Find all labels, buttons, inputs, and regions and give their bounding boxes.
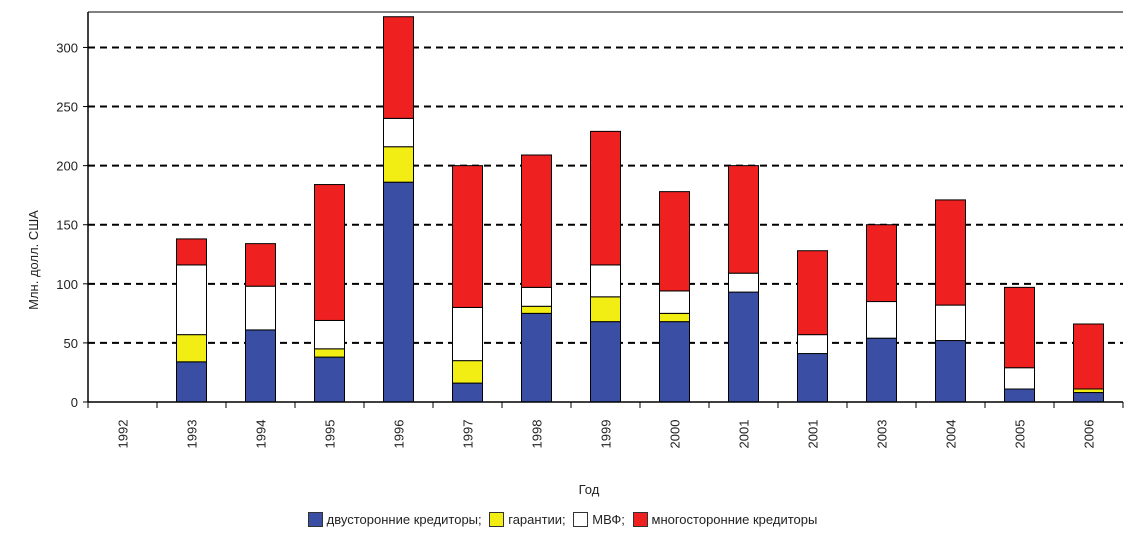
legend-item-multilateral: многосторонние кредиторы <box>632 512 818 527</box>
bar-segment <box>521 154 552 288</box>
legend-label: многосторонние кредиторы <box>651 512 818 527</box>
bar-segment <box>728 291 759 403</box>
bar-segment <box>383 146 414 183</box>
legend-label: гарантии; <box>508 512 566 527</box>
bar-segment <box>590 321 621 403</box>
bar-segment <box>659 312 690 323</box>
bar-segment <box>935 304 966 342</box>
bar-segment <box>1073 388 1104 394</box>
x-tick-label: 1992 <box>116 420 131 449</box>
y-tick-labels: 0 50 100 150 200 250 300 <box>56 40 78 410</box>
y-tick-label: 0 <box>71 395 78 410</box>
bar-segment <box>245 243 276 287</box>
x-tick-label: 1993 <box>185 420 200 449</box>
bar-segment <box>590 264 621 298</box>
x-tick-label: 2003 <box>875 420 890 449</box>
y-tick-label: 150 <box>56 218 78 233</box>
bar-segment <box>659 321 690 403</box>
legend: двусторонние кредиторы; гарантии; МВФ; м… <box>0 512 1125 527</box>
bar-segment <box>935 340 966 403</box>
legend-swatch <box>573 512 589 527</box>
bar-segment <box>383 181 414 403</box>
bar-segment <box>452 165 483 308</box>
bar-segment <box>866 224 897 303</box>
x-tick-label: 1997 <box>461 420 476 449</box>
x-axis-title: Год <box>579 482 600 497</box>
y-tick-label: 200 <box>56 159 78 174</box>
legend-label: МВФ; <box>592 512 625 527</box>
bar-segment <box>383 16 414 119</box>
y-tick-label: 250 <box>56 100 78 115</box>
x-tick-labels: 1992 1993 1994 1995 1996 1997 1998 1999 2000 2001… <box>116 420 1097 449</box>
bar-segment <box>314 319 345 350</box>
bar-segment <box>383 117 414 148</box>
legend-item-imf: МВФ; <box>573 512 625 527</box>
bar-segment <box>176 264 207 336</box>
bar-segment <box>728 165 759 274</box>
bar-segment <box>245 285 276 331</box>
bar-segment <box>935 199 966 306</box>
bar-segment <box>659 191 690 292</box>
x-tick-label: 1994 <box>254 420 269 449</box>
bar-segment <box>590 296 621 323</box>
legend-item-guarantees: гарантии; <box>489 512 566 527</box>
y-tick-label: 100 <box>56 277 78 292</box>
bar-segment <box>1073 323 1104 390</box>
y-tick-label: 50 <box>64 336 78 351</box>
bar-segment <box>521 312 552 403</box>
bar-segment <box>797 353 828 403</box>
x-tick-label: 2000 <box>668 420 683 449</box>
bar-segment <box>176 361 207 403</box>
bar-segment <box>1004 388 1035 403</box>
bar-segment <box>521 305 552 314</box>
bar-segment <box>1004 367 1035 390</box>
bar-segment <box>866 337 897 403</box>
legend-label: двусторонние кредиторы; <box>326 512 482 527</box>
bars <box>176 16 1104 403</box>
bar-segment <box>797 250 828 336</box>
bar-segment <box>659 290 690 314</box>
bar-segment <box>245 329 276 403</box>
bar-segment <box>176 334 207 363</box>
bar-segment <box>590 130 621 266</box>
bar-segment <box>1004 286 1035 369</box>
x-tick-label: 2001 <box>806 420 821 449</box>
bar-segment <box>452 306 483 362</box>
y-tick-label: 300 <box>56 40 78 55</box>
y-axis-title: Млн. долл. США <box>26 210 41 310</box>
bar-segment <box>521 286 552 307</box>
legend-item-bilateral: двусторонние кредиторы; <box>307 512 482 527</box>
x-tick-label: 1995 <box>323 420 338 449</box>
bar-segment <box>728 272 759 293</box>
bar-segment <box>176 238 207 266</box>
legend-swatch <box>489 512 505 527</box>
x-tick-label: 1996 <box>392 420 407 449</box>
x-tick-label: 1999 <box>599 420 614 449</box>
x-tick-label: 2005 <box>1013 420 1028 449</box>
bar-segment <box>866 301 897 339</box>
bar-segment <box>1073 392 1104 403</box>
x-tick-label: 2001 <box>737 420 752 449</box>
axes <box>83 11 1124 408</box>
bar-segment <box>314 184 345 321</box>
bar-segment <box>797 334 828 355</box>
x-tick-label: 1998 <box>530 420 545 449</box>
bar-segment <box>314 348 345 358</box>
legend-swatch <box>632 512 648 527</box>
bar-segment <box>452 360 483 384</box>
x-tick-label: 2006 <box>1082 420 1097 449</box>
bar-segment <box>314 356 345 403</box>
x-tick-label: 2004 <box>944 420 959 449</box>
bar-segment <box>452 382 483 403</box>
legend-swatch <box>307 512 323 527</box>
